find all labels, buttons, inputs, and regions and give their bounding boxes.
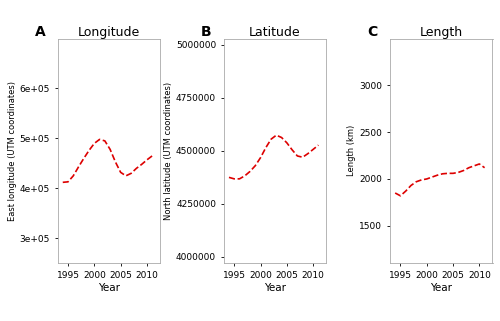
- Point: [90, 151, 98, 156]
- Point: [418, 162, 426, 168]
- Point: [294, 192, 302, 197]
- Point: [422, 172, 430, 177]
- Point: [391, 247, 399, 252]
- Point: [230, 182, 238, 187]
- Y-axis label: Length (km): Length (km): [348, 125, 356, 177]
- Point: [122, 131, 130, 136]
- Point: [298, 120, 306, 125]
- Point: [240, 124, 248, 129]
- Point: [418, 178, 426, 183]
- Y-axis label: East longitude (UTM coordinates): East longitude (UTM coordinates): [8, 81, 16, 221]
- Point: [101, 126, 109, 131]
- Point: [127, 243, 135, 248]
- X-axis label: Year: Year: [264, 282, 286, 293]
- Point: [143, 151, 151, 156]
- Point: [288, 129, 296, 134]
- Point: [74, 161, 82, 166]
- Point: [106, 131, 114, 136]
- Point: [454, 172, 462, 177]
- Point: [434, 167, 442, 172]
- Point: [480, 59, 488, 65]
- Point: [470, 195, 478, 200]
- Point: [422, 180, 430, 185]
- Point: [148, 153, 156, 159]
- Point: [225, 176, 233, 181]
- Point: [454, 158, 462, 163]
- Point: [267, 135, 275, 141]
- Point: [465, 148, 473, 153]
- Point: [246, 119, 254, 124]
- Point: [230, 177, 238, 182]
- Point: [402, 100, 409, 105]
- Point: [438, 172, 446, 177]
- Point: [96, 131, 104, 136]
- Point: [449, 167, 457, 172]
- Point: [252, 113, 260, 118]
- Point: [314, 139, 322, 144]
- Title: Longitude: Longitude: [78, 26, 140, 39]
- Point: [428, 176, 436, 181]
- Title: Latitude: Latitude: [249, 26, 301, 39]
- Text: A: A: [35, 25, 45, 39]
- Point: [434, 158, 442, 163]
- Point: [70, 141, 78, 146]
- Point: [412, 158, 420, 163]
- Point: [272, 131, 280, 136]
- Point: [449, 195, 457, 200]
- Point: [80, 156, 88, 161]
- Point: [470, 162, 478, 168]
- Point: [396, 203, 404, 208]
- Point: [391, 190, 399, 195]
- Point: [138, 231, 145, 236]
- Point: [476, 153, 484, 158]
- Point: [476, 162, 484, 168]
- Text: C: C: [368, 25, 378, 39]
- Y-axis label: North latitude (UTM coordinates): North latitude (UTM coordinates): [164, 82, 173, 220]
- Point: [112, 146, 120, 151]
- Point: [283, 122, 291, 127]
- Point: [396, 197, 404, 202]
- Point: [480, 167, 488, 172]
- Point: [256, 119, 264, 124]
- X-axis label: Year: Year: [430, 282, 452, 293]
- Point: [314, 141, 322, 146]
- Point: [438, 162, 446, 168]
- Point: [127, 156, 135, 161]
- Point: [444, 134, 452, 139]
- Text: B: B: [201, 25, 212, 39]
- Point: [283, 127, 291, 132]
- Point: [112, 131, 120, 136]
- Point: [262, 110, 270, 115]
- Point: [59, 61, 67, 66]
- Point: [407, 134, 415, 139]
- Point: [412, 153, 420, 158]
- Point: [396, 228, 404, 233]
- Point: [460, 143, 468, 149]
- Point: [278, 117, 285, 123]
- Point: [116, 161, 124, 166]
- Point: [132, 141, 140, 146]
- Point: [407, 127, 415, 132]
- Point: [460, 158, 468, 163]
- Title: Length: Length: [420, 26, 463, 39]
- Point: [465, 134, 473, 139]
- Point: [304, 139, 312, 144]
- Point: [309, 132, 317, 137]
- Point: [70, 128, 78, 134]
- X-axis label: Year: Year: [98, 282, 120, 293]
- Point: [236, 124, 244, 129]
- Point: [272, 117, 280, 122]
- Point: [101, 156, 109, 161]
- Point: [85, 141, 93, 146]
- Point: [64, 178, 72, 183]
- Point: [444, 172, 452, 177]
- Point: [428, 167, 436, 172]
